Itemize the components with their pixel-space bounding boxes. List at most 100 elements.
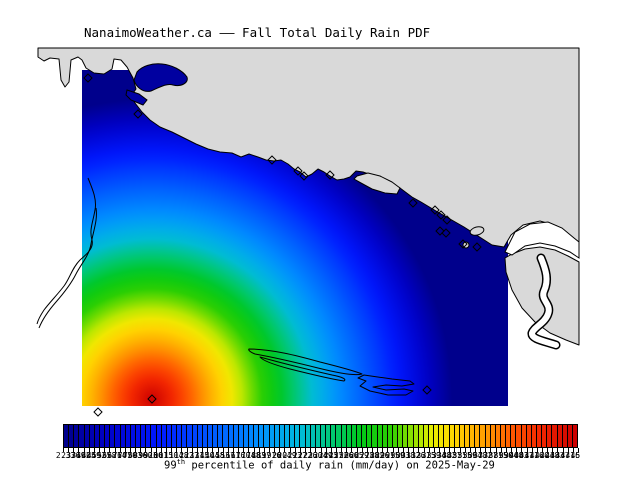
station-marker-diamond xyxy=(133,109,143,119)
colorbar-cell xyxy=(242,425,249,447)
colorbar-cell xyxy=(443,425,449,447)
colorbar-cell xyxy=(361,425,367,447)
colorbar-cell xyxy=(350,425,357,447)
colorbar-tick-label: 32.9 xyxy=(421,451,441,460)
colorbar-cell xyxy=(340,425,346,447)
colorbar-tick-label: 15.7 xyxy=(215,451,235,460)
colorbar-cell xyxy=(278,425,285,447)
colorbar-cell xyxy=(330,425,336,447)
colorbar-cell xyxy=(376,425,382,447)
colorbar-tick-label: 22.6 xyxy=(297,451,318,460)
colorbar-cell xyxy=(150,425,156,447)
station-marker-diamond xyxy=(441,228,451,238)
colorbar-tick-label: 19.1 xyxy=(256,451,277,460)
colorbar-cell xyxy=(571,425,579,447)
colorbar-cell xyxy=(356,425,362,447)
colorbar-tick-label: 39.4 xyxy=(498,451,519,460)
colorbar-tick-label: 16.6 xyxy=(225,451,246,460)
colorbar-cell xyxy=(381,425,387,447)
colorbar-tick-label: 26.0 xyxy=(339,451,359,460)
station-marker-diamond xyxy=(267,155,277,165)
colorbar-tick-label: 42.4 xyxy=(534,451,555,460)
colorbar-cell xyxy=(98,425,105,447)
colorbar-caption: 99th percentile of daily rain (mm/day) o… xyxy=(164,458,495,472)
station-marker-diamond xyxy=(83,73,93,83)
colorbar-tick-label: 20.9 xyxy=(277,451,297,460)
colorbar-tick-label: 28.6 xyxy=(370,451,390,460)
colorbar-cell xyxy=(289,425,295,447)
colorbar-cell xyxy=(366,425,372,447)
colorbar-tick-label: 38.1 xyxy=(483,451,503,460)
colorbar-cell xyxy=(499,425,506,447)
station-marker-diamond xyxy=(435,226,445,236)
colorbar-tick-label: 21.7 xyxy=(287,451,307,460)
colorbar-cell xyxy=(294,425,300,447)
colorbar-tick-label: 41.6 xyxy=(524,451,544,460)
colorbar-cell xyxy=(227,425,233,447)
station-marker-diamond xyxy=(436,210,446,220)
colorbar-tick-label: 21.3 xyxy=(282,451,302,460)
colorbar-tick-label: 12.2 xyxy=(174,451,194,460)
colorbar-tick-label: 32.5 xyxy=(416,451,436,460)
small-islet xyxy=(469,226,485,236)
colorbar-cell xyxy=(170,425,177,447)
colorbar-tick-label: 28.2 xyxy=(364,451,385,460)
caption-superscript: th xyxy=(176,458,186,466)
colorbar-cell xyxy=(222,425,228,447)
mainland-landmass xyxy=(37,47,580,346)
colorbar-cell xyxy=(181,425,187,447)
colorbar-cell xyxy=(371,425,377,447)
station-marker-diamond xyxy=(472,242,482,252)
colorbar-cell xyxy=(541,425,547,447)
colorbar-cell xyxy=(566,425,572,447)
colorbar-cell xyxy=(237,425,243,447)
colorbar-cell xyxy=(83,425,89,447)
colorbar-cell xyxy=(268,425,274,447)
station-marker-diamond xyxy=(93,407,103,417)
colorbar-tick-label: 16.1 xyxy=(220,451,241,460)
colorbar-tick-label: 42.8 xyxy=(540,451,560,460)
colorbar-tick-label: 6.64 xyxy=(107,451,127,460)
colorbar-tick-label: 2.33 xyxy=(55,451,76,460)
colorbar-cell xyxy=(453,425,459,447)
colorbar-cell xyxy=(145,425,151,447)
colorbar-cell xyxy=(263,425,269,447)
colorbar-tick-label: 43.7 xyxy=(550,451,570,460)
colorbar-tick-label: 32.1 xyxy=(411,451,431,460)
colorbar-tick-label: 26.5 xyxy=(344,451,364,460)
colorbar-cell xyxy=(505,425,511,447)
colorbar-tick-label: 29.9 xyxy=(385,451,405,460)
colorbar-cell xyxy=(88,425,94,447)
colorbar-tick-label: 7.07 xyxy=(112,451,132,460)
colorbar-cell xyxy=(325,425,331,447)
colorbar-tick-label: 31.2 xyxy=(400,451,421,460)
colorbar-tick-label: 34.7 xyxy=(442,451,462,460)
colorbar-tick-label: 4.49 xyxy=(81,451,101,460)
station-marker-diamond xyxy=(299,171,309,181)
colorbar-cell xyxy=(520,425,526,447)
colorbar-tick-label: 18.7 xyxy=(251,451,271,460)
colorbar-cell xyxy=(412,425,418,447)
station-marker-diamond xyxy=(147,394,157,404)
colorbar-cell xyxy=(160,425,166,447)
colorbar-cell xyxy=(320,425,326,447)
colorbar-tick-label: 39.8 xyxy=(503,451,524,460)
station-marker-diamond xyxy=(293,166,303,176)
colorbar-cell xyxy=(114,425,120,447)
colorbar-cell xyxy=(109,425,115,447)
colorbar-ticks xyxy=(63,448,579,452)
colorbar-tick-label: 25.2 xyxy=(328,451,349,460)
colorbar-tick-label: 17.0 xyxy=(231,451,251,460)
caption-percentile: 99 xyxy=(164,459,177,472)
colorbar-tick-label: 44.1 xyxy=(555,451,575,460)
colorbar-tick-label: 8.80 xyxy=(133,451,153,460)
colorbar-cell xyxy=(212,425,218,447)
colorbar-tick-label: 27.8 xyxy=(359,451,380,460)
colorbar-cell xyxy=(433,425,439,447)
colorbar-cell xyxy=(78,425,84,447)
colorbar-cell xyxy=(299,425,305,447)
colorbar-tick-label: 13.1 xyxy=(184,451,204,460)
colorbar-tick-label: 17.4 xyxy=(236,451,256,460)
colorbar-tick-label: 14.8 xyxy=(205,451,225,460)
station-marker-diamond xyxy=(430,205,440,215)
